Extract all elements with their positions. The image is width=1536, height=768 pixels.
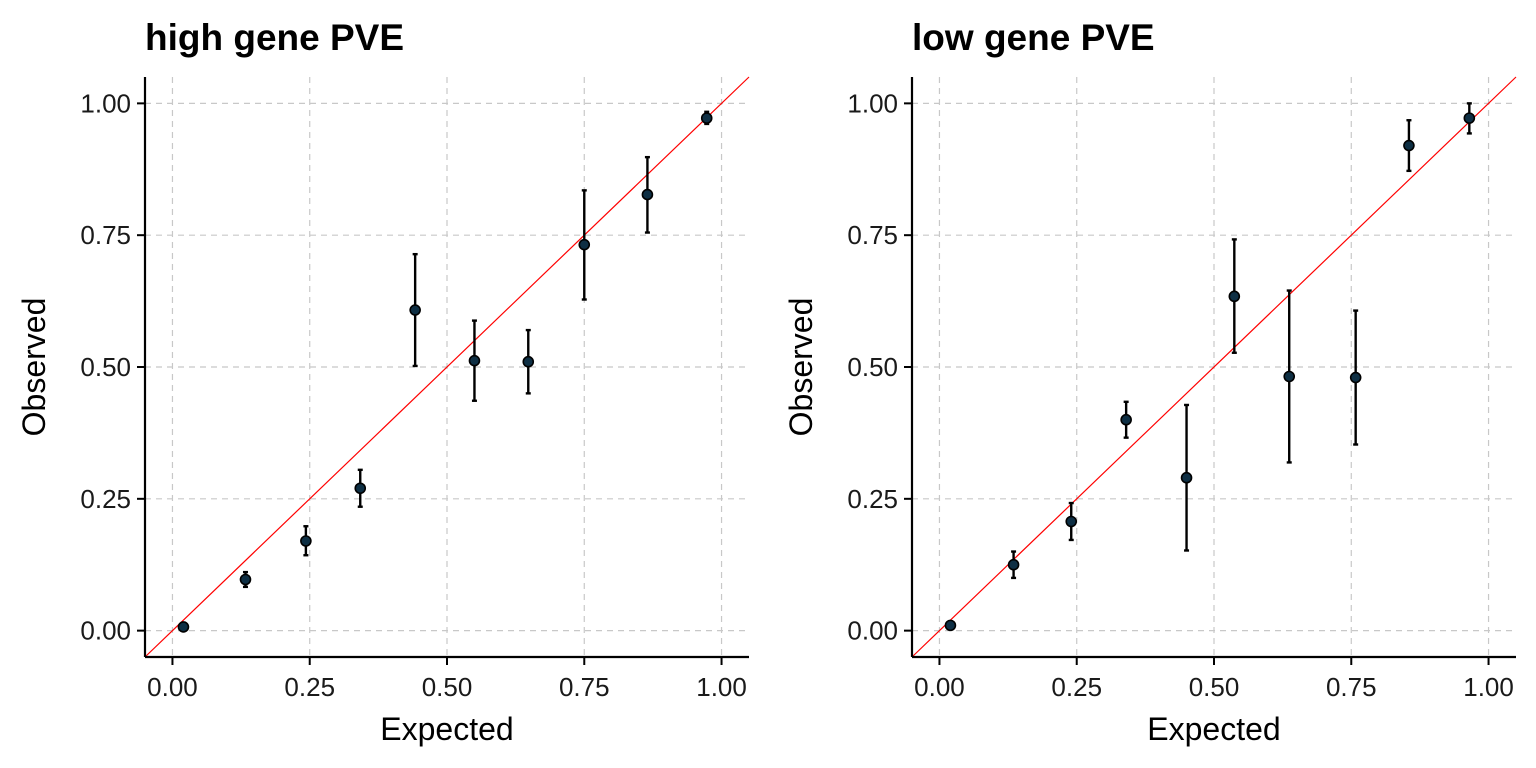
x-tick-label: 0.50 [422, 672, 473, 702]
y-tick-label: 1.00 [80, 88, 131, 118]
data-point [468, 354, 481, 367]
data-point [239, 573, 252, 586]
data-point [578, 238, 591, 251]
y-tick-label: 0.25 [847, 484, 898, 514]
data-point [1180, 471, 1193, 484]
data-point [1403, 139, 1415, 152]
y-tick-label: 0.75 [847, 220, 898, 250]
data-point [1228, 290, 1241, 303]
data-point [522, 355, 535, 368]
y-tick-label: 1.00 [847, 88, 898, 118]
panel-title: high gene PVE [145, 17, 404, 58]
x-axis-title: Expected [1147, 711, 1280, 747]
y-tick-label: 0.25 [80, 484, 131, 514]
data-point [354, 482, 367, 495]
panel-low-gene-pve: low gene PVE 0.00 0.25 0.50 0.75 1.00 0.00 0.2… [783, 17, 1517, 747]
data-point [1349, 371, 1362, 384]
data-point [177, 621, 190, 633]
panel-title: low gene PVE [912, 17, 1155, 58]
y-tick-label: 0.75 [80, 220, 131, 250]
data-point [300, 535, 312, 547]
x-tick-label: 0.75 [1326, 672, 1377, 702]
data-point [1065, 515, 1078, 528]
y-tick-label: 0.00 [80, 616, 131, 646]
data-point [1120, 413, 1132, 426]
x-tick-label: 0.25 [284, 672, 335, 702]
y-axis-title: Observed [783, 298, 819, 437]
x-tick-label: 1.00 [696, 672, 747, 702]
data-point [700, 112, 713, 124]
panel-high-gene-pve: high gene PVE 0.00 0.25 0.50 0.75 1.000.000.… [16, 17, 750, 747]
x-tick-label: 0.75 [559, 672, 610, 702]
x-tick-label: 0.00 [147, 672, 198, 702]
y-tick-label: 0.50 [80, 352, 131, 382]
data-point [1007, 558, 1020, 571]
plot-area: 0.00 0.25 0.50 0.75 1.00 0.00 0.25 0.50 0.75 1.00 [847, 76, 1517, 702]
y-axis-title: Observed [16, 298, 52, 437]
data-point [1463, 112, 1476, 124]
x-tick-label: 1.00 [1463, 672, 1514, 702]
data-point [641, 188, 654, 201]
x-tick-label: 0.25 [1051, 672, 1102, 702]
x-tick-label: 0.00 [914, 672, 965, 702]
y-tick-label: 0.00 [847, 616, 898, 646]
data-point [1283, 370, 1296, 383]
plot-area: 0.00 0.25 0.50 0.75 1.00 0.00 0.25 0.50 0.75 1.00 [80, 76, 750, 702]
x-tick-label: 0.50 [1189, 672, 1240, 702]
x-axis-title: Expected [380, 711, 513, 747]
data-point [409, 304, 421, 316]
y-tick-label: 0.50 [847, 352, 898, 382]
data-point [944, 619, 957, 632]
